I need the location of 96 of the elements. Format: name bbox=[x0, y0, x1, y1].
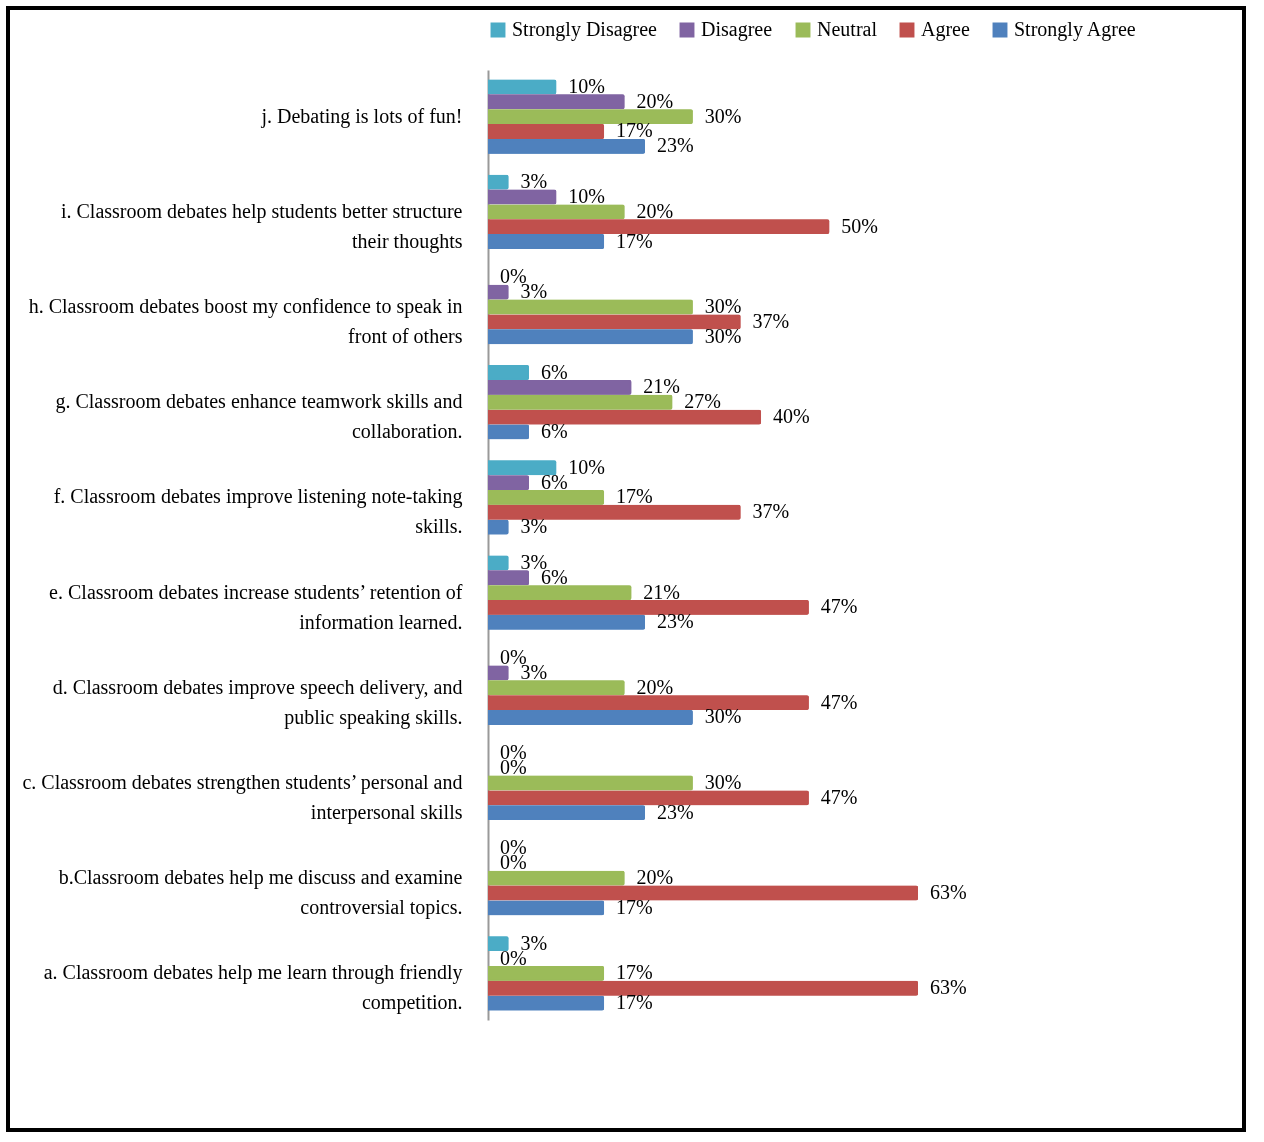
data-label: 17% bbox=[616, 119, 653, 142]
bar bbox=[488, 174, 509, 190]
bar bbox=[488, 460, 557, 476]
bar bbox=[488, 394, 673, 410]
legend-label: Neutral bbox=[817, 18, 878, 40]
bar bbox=[488, 870, 625, 886]
data-label: 6% bbox=[540, 419, 568, 442]
bar bbox=[488, 138, 645, 154]
data-label: 63% bbox=[930, 976, 967, 999]
y-tick-label: j. Debating is lots of fun! bbox=[260, 104, 463, 128]
data-label: 23% bbox=[656, 610, 694, 633]
data-label: 20% bbox=[636, 199, 674, 222]
data-label: 37% bbox=[752, 309, 790, 332]
bar bbox=[488, 980, 918, 996]
bar bbox=[488, 189, 557, 205]
legend-label: Strongly Disagree bbox=[512, 18, 658, 41]
data-label: 21% bbox=[643, 580, 681, 603]
y-tick-label: e. Classroom debates increase students’ retention of information learned. bbox=[49, 580, 463, 633]
bar bbox=[488, 965, 605, 981]
data-label: 10% bbox=[568, 455, 605, 478]
y-tick-label: h. Classroom debates boost my confidence to speak in front of others bbox=[28, 295, 463, 348]
bar bbox=[488, 680, 625, 696]
data-label: 23% bbox=[656, 800, 694, 823]
bar bbox=[488, 570, 529, 586]
bar bbox=[488, 585, 632, 601]
bar bbox=[488, 489, 605, 505]
data-label: 47% bbox=[820, 690, 858, 713]
bar bbox=[488, 409, 762, 425]
data-label: 21% bbox=[643, 375, 681, 398]
bar bbox=[488, 379, 632, 395]
bar bbox=[488, 665, 509, 681]
data-label: 50% bbox=[841, 214, 878, 237]
legend-label: Disagree bbox=[701, 18, 773, 41]
bar bbox=[488, 519, 509, 535]
data-label: 37% bbox=[752, 500, 790, 523]
y-tick-label: f. Classroom debates improve listening note-taking skills. bbox=[53, 485, 463, 538]
bar bbox=[488, 710, 693, 725]
bar bbox=[488, 790, 809, 806]
y-tick-label: g. Classroom debates enhance teamwork skills and collaboration. bbox=[55, 390, 463, 443]
data-label: 30% bbox=[704, 705, 742, 728]
bar bbox=[488, 94, 625, 110]
bar bbox=[488, 329, 693, 345]
data-label: 20% bbox=[636, 675, 674, 698]
data-label: 17% bbox=[616, 485, 653, 508]
bar bbox=[488, 995, 605, 1011]
bar bbox=[488, 284, 509, 300]
data-label: 17% bbox=[616, 895, 653, 918]
data-label: 30% bbox=[704, 104, 742, 127]
data-label: 17% bbox=[616, 961, 653, 984]
data-label: 3% bbox=[520, 515, 548, 538]
bar bbox=[488, 695, 809, 711]
bar bbox=[488, 600, 809, 615]
bar bbox=[488, 234, 605, 249]
bar bbox=[488, 219, 830, 235]
y-tick-label: b.Classroom debates help me discuss and examine controversial topics. bbox=[58, 866, 463, 920]
bar bbox=[488, 614, 645, 630]
bar bbox=[488, 109, 693, 125]
y-tick-label: d. Classroom debates improve speech delivery, and public speaking skills. bbox=[52, 675, 463, 729]
bar bbox=[488, 79, 557, 95]
data-label: 20% bbox=[636, 866, 674, 889]
data-label: 30% bbox=[704, 770, 742, 793]
data-label: 47% bbox=[820, 595, 858, 618]
bar bbox=[488, 555, 509, 571]
data-label: 17% bbox=[616, 991, 653, 1014]
y-tick-label: c. Classroom debates strengthen students’ personal and interpersonal skills bbox=[22, 770, 463, 824]
y-tick-label: i. Classroom debates help students better structure their thoughts bbox=[60, 199, 463, 253]
data-label: 3% bbox=[520, 170, 548, 193]
bar bbox=[488, 299, 693, 315]
data-label: 63% bbox=[930, 881, 967, 904]
data-label: 27% bbox=[684, 390, 721, 413]
data-label: 6% bbox=[540, 360, 568, 383]
bar bbox=[488, 775, 693, 791]
data-label: 40% bbox=[773, 405, 810, 428]
bar bbox=[488, 365, 529, 380]
bar bbox=[488, 805, 645, 821]
bar bbox=[488, 314, 741, 330]
bar bbox=[488, 124, 605, 139]
data-label: 6% bbox=[540, 470, 568, 493]
data-label: 10% bbox=[568, 74, 605, 97]
data-label: 47% bbox=[820, 785, 858, 808]
data-label: 10% bbox=[568, 184, 605, 207]
legend-label: Agree bbox=[921, 18, 970, 41]
data-label: 30% bbox=[704, 324, 742, 347]
data-label: 20% bbox=[636, 89, 674, 112]
bar bbox=[488, 885, 918, 901]
y-tick-label: a. Classroom debates help me learn through friendly competition. bbox=[43, 961, 463, 1015]
bar bbox=[488, 900, 605, 916]
bar bbox=[488, 936, 509, 952]
bar bbox=[488, 204, 625, 220]
legend-label: Strongly Agree bbox=[1014, 18, 1136, 41]
bar bbox=[488, 475, 529, 490]
data-label: 17% bbox=[616, 229, 653, 252]
data-label: 30% bbox=[704, 295, 742, 318]
data-label: 23% bbox=[656, 134, 694, 157]
bar bbox=[488, 504, 741, 520]
bar bbox=[488, 424, 529, 440]
